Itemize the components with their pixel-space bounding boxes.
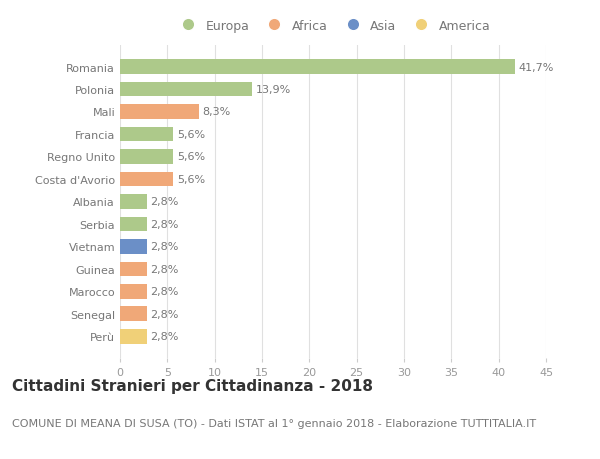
Text: 41,7%: 41,7% bbox=[518, 62, 554, 73]
Bar bbox=[120, 262, 146, 276]
Bar bbox=[120, 307, 146, 321]
Bar bbox=[120, 60, 515, 75]
Bar bbox=[120, 217, 146, 232]
Bar bbox=[120, 83, 251, 97]
Bar bbox=[120, 195, 146, 209]
Text: 5,6%: 5,6% bbox=[177, 174, 205, 185]
Text: 2,8%: 2,8% bbox=[150, 331, 179, 341]
Bar bbox=[120, 240, 146, 254]
Text: COMUNE DI MEANA DI SUSA (TO) - Dati ISTAT al 1° gennaio 2018 - Elaborazione TUTT: COMUNE DI MEANA DI SUSA (TO) - Dati ISTA… bbox=[12, 418, 536, 428]
Text: 2,8%: 2,8% bbox=[150, 242, 179, 252]
Text: 5,6%: 5,6% bbox=[177, 130, 205, 140]
Bar bbox=[120, 285, 146, 299]
Bar bbox=[120, 172, 173, 187]
Bar bbox=[120, 329, 146, 344]
Bar bbox=[120, 105, 199, 119]
Text: 5,6%: 5,6% bbox=[177, 152, 205, 162]
Text: 2,8%: 2,8% bbox=[150, 309, 179, 319]
Text: 13,9%: 13,9% bbox=[256, 85, 290, 95]
Bar bbox=[120, 128, 173, 142]
Text: 2,8%: 2,8% bbox=[150, 197, 179, 207]
Bar bbox=[120, 150, 173, 164]
Text: 2,8%: 2,8% bbox=[150, 219, 179, 230]
Text: 2,8%: 2,8% bbox=[150, 264, 179, 274]
Text: Cittadini Stranieri per Cittadinanza - 2018: Cittadini Stranieri per Cittadinanza - 2… bbox=[12, 379, 373, 394]
Legend: Europa, Africa, Asia, America: Europa, Africa, Asia, America bbox=[170, 15, 496, 38]
Text: 2,8%: 2,8% bbox=[150, 287, 179, 297]
Text: 8,3%: 8,3% bbox=[202, 107, 230, 117]
